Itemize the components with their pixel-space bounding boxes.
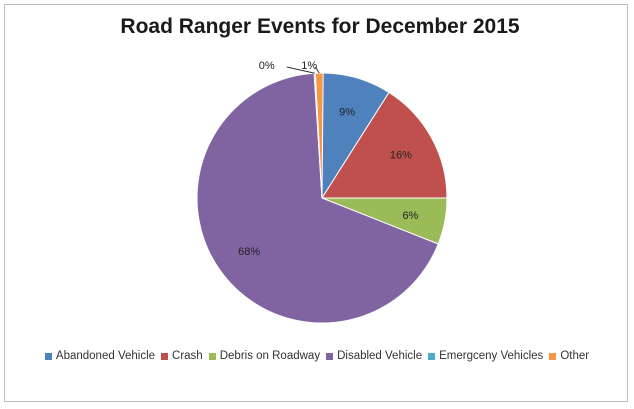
legend-swatch <box>428 352 436 360</box>
data-label-other: 1% <box>301 60 317 72</box>
chart-legend: Abandoned Vehicle Crash Debris on Roadway D… <box>0 350 634 362</box>
legend-label: Debris on Roadway <box>219 350 321 362</box>
legend-label: Crash <box>172 350 203 362</box>
legend-swatch <box>326 352 334 360</box>
leader-line-other <box>314 66 320 74</box>
legend-label: Abandoned Vehicle <box>55 350 156 362</box>
legend-item-debris-on-roadway: Debris on Roadway <box>208 350 321 362</box>
legend-swatch <box>208 352 216 360</box>
pie-slices <box>196 72 448 324</box>
data-label-crash: 16% <box>390 150 412 162</box>
leader-line-emergceny-vehicles <box>286 66 315 74</box>
legend-label: Other <box>560 350 590 362</box>
legend-label: Emergceny Vehicles <box>439 350 544 362</box>
pie-slice-disabled-vehicle <box>196 72 439 324</box>
legend-item-disabled-vehicle: Disabled Vehicle <box>326 350 422 362</box>
legend-item-crash: Crash <box>161 350 203 362</box>
legend-item-emergceny-vehicles: Emergceny Vehicles <box>428 350 543 362</box>
data-label-debris-on-roadway: 6% <box>402 210 418 222</box>
legend-item-other: Other <box>549 350 589 362</box>
legend-swatch <box>44 352 52 360</box>
data-label-emergceny-vehicles: 0% <box>259 60 275 72</box>
legend-swatch <box>161 352 169 360</box>
data-label-disabled-vehicle: 68% <box>238 246 260 258</box>
data-label-abandoned-vehicle: 9% <box>339 107 355 119</box>
legend-item-abandoned-vehicle: Abandoned Vehicle <box>44 350 156 362</box>
legend-swatch <box>549 352 557 360</box>
pie-slice-crash <box>321 91 448 199</box>
chart-title: Road Ranger Events for December 2015 <box>120 15 520 38</box>
pie-labels: 9% 16% 6% 68% 0% 1% <box>238 60 418 258</box>
legend-label: Disabled Vehicle <box>337 350 423 362</box>
